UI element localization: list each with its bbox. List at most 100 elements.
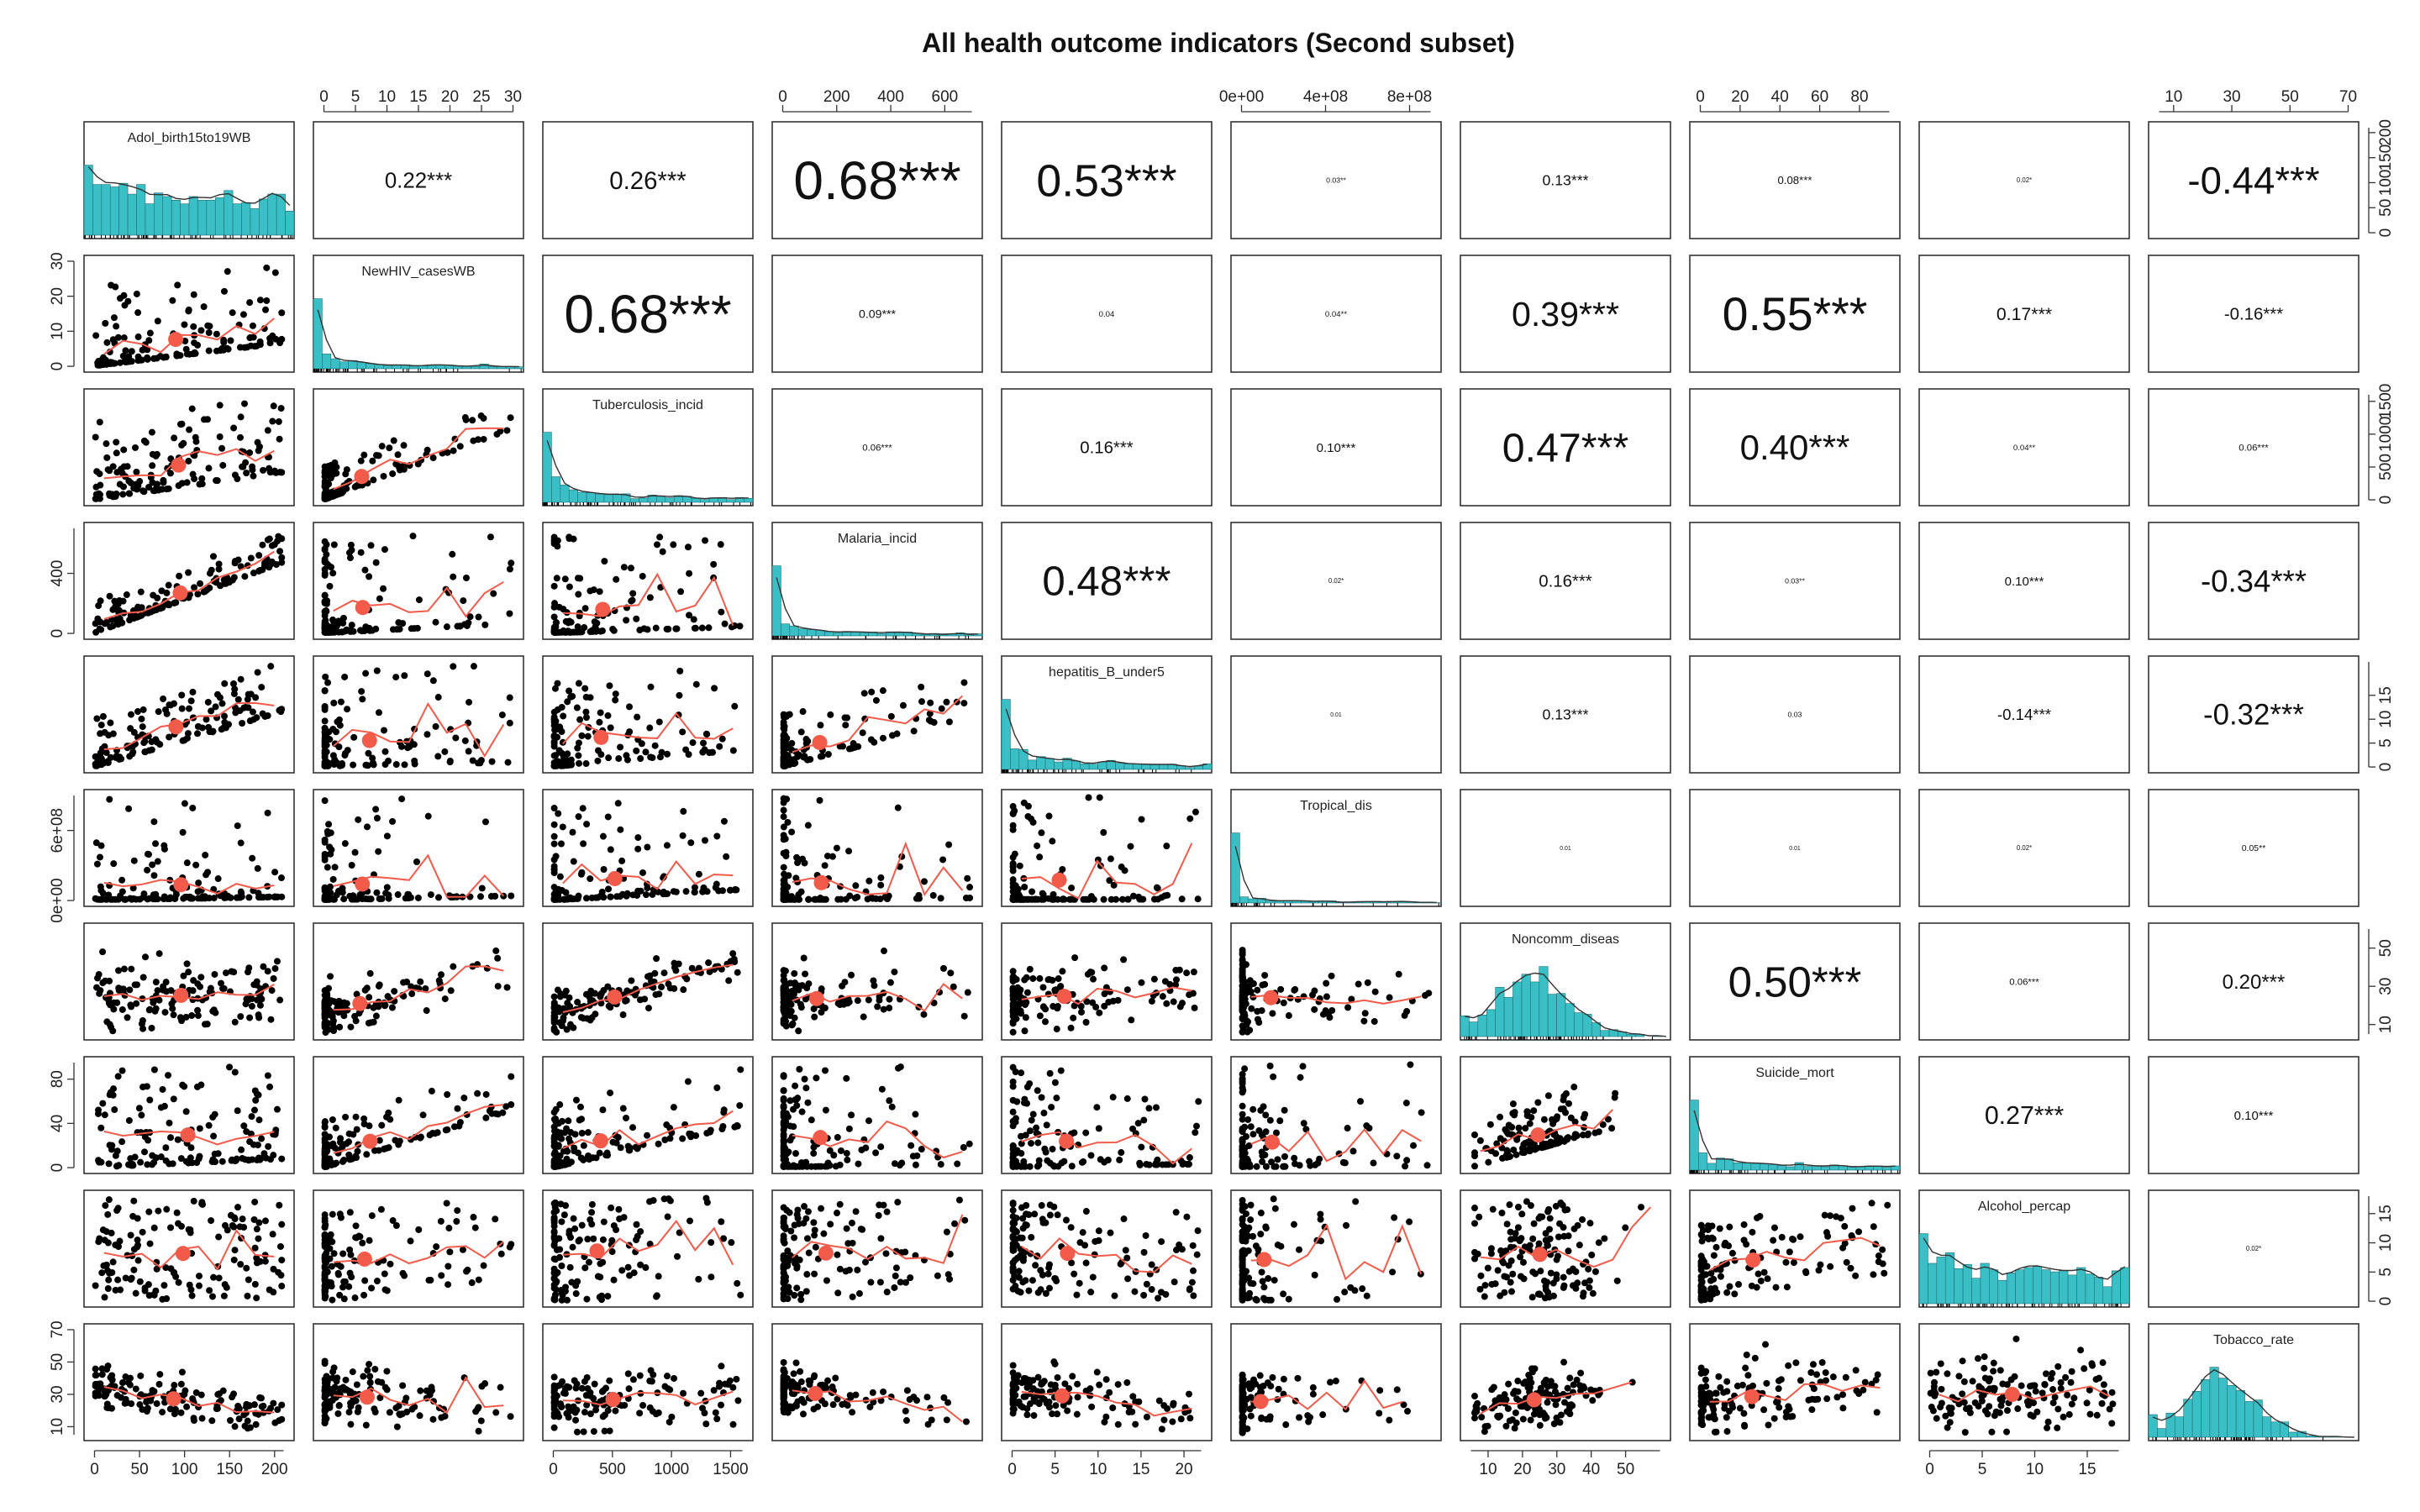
correlation-label: 0.68*** xyxy=(793,150,960,211)
scatter-point xyxy=(686,612,693,619)
scatter-point xyxy=(469,417,476,424)
scatter-point xyxy=(118,888,126,895)
variable-label: Noncomm_diseas xyxy=(1512,932,1619,947)
hist-bar xyxy=(1944,1252,1954,1305)
scatter-point xyxy=(337,1135,345,1142)
scatter-point xyxy=(155,950,163,958)
scatter-point xyxy=(176,421,184,428)
scatter-point xyxy=(152,1154,160,1162)
hist-bar xyxy=(313,298,323,370)
scatter-point xyxy=(627,564,634,572)
scatter-point xyxy=(634,834,642,842)
mean-point xyxy=(172,585,188,601)
density-curve xyxy=(87,166,291,206)
scatter-point xyxy=(278,559,286,566)
panel-r9-c1 xyxy=(313,1323,524,1441)
scatter-point xyxy=(1540,1116,1548,1123)
scatter-point xyxy=(913,1152,921,1159)
scatter-point xyxy=(343,466,350,474)
scatter-point xyxy=(943,698,950,706)
scatter-point xyxy=(1268,1158,1276,1166)
scatter-point xyxy=(229,309,236,317)
scatter-point xyxy=(478,885,486,892)
scatter-point xyxy=(1319,1011,1327,1018)
scatter-point xyxy=(360,1115,368,1122)
scatter-point xyxy=(321,1022,329,1030)
scatter-point xyxy=(781,1017,789,1025)
scatter-point xyxy=(582,895,590,902)
hist-bar xyxy=(2183,1399,2193,1438)
scatter-point xyxy=(854,997,861,1005)
scatter-point xyxy=(550,821,558,828)
scatter-point xyxy=(398,743,406,750)
scatter-point xyxy=(556,761,564,769)
scatter-point xyxy=(642,748,650,756)
scatter-point xyxy=(617,1144,624,1152)
scatter-point xyxy=(429,677,437,685)
scatter-point xyxy=(321,490,329,497)
scatter-point xyxy=(1123,986,1131,994)
scatter-point xyxy=(221,680,229,687)
scatter-point xyxy=(1300,1120,1307,1127)
scatter-point xyxy=(138,1020,145,1027)
scatter-point xyxy=(324,864,331,871)
scatter-point xyxy=(566,533,573,541)
scatter-point xyxy=(1249,1105,1257,1113)
scatter-point xyxy=(321,1139,329,1147)
scatter-point xyxy=(331,487,339,495)
scatter-point xyxy=(222,969,229,977)
scatter-point xyxy=(434,894,442,901)
scatter-point xyxy=(94,895,102,903)
scatter-point xyxy=(780,1163,787,1170)
scatter-point xyxy=(353,1126,360,1133)
scatter-point xyxy=(802,970,809,978)
scatter-point xyxy=(340,999,348,1006)
scatter-point xyxy=(576,716,584,723)
correlation-label: 0.06*** xyxy=(2238,443,2269,453)
scatter-point xyxy=(1239,1152,1246,1160)
scatter-point xyxy=(912,1161,919,1168)
hist-bar xyxy=(551,476,561,503)
scatter-point xyxy=(107,719,114,727)
scatter-point xyxy=(150,818,158,826)
scatter-point xyxy=(113,490,120,497)
variable-label: Suicide_mort xyxy=(1755,1066,1834,1080)
scatter-point xyxy=(233,894,240,901)
scatter-point xyxy=(204,698,212,706)
scatter-point xyxy=(786,1137,794,1144)
scatter-point xyxy=(564,1147,571,1155)
scatter-point xyxy=(354,1147,361,1155)
scatter-point xyxy=(466,698,473,706)
scatter-point xyxy=(92,839,100,847)
scatter-point xyxy=(780,1156,787,1163)
scatter-point xyxy=(1253,1163,1260,1170)
scatter-point xyxy=(129,895,137,902)
hist-bar xyxy=(577,491,587,503)
scatter-point xyxy=(1299,1063,1307,1070)
scatter-point xyxy=(323,889,330,896)
scatter-point xyxy=(97,883,104,890)
hist-bar xyxy=(109,186,119,236)
hist-bar xyxy=(964,634,974,637)
scatter-point xyxy=(321,687,329,695)
hist-bar xyxy=(1556,993,1566,1037)
scatter-point xyxy=(449,550,456,558)
scatter-point xyxy=(250,1106,258,1114)
scatter-point xyxy=(432,722,439,730)
scatter-point xyxy=(1009,1028,1017,1036)
scatter-point xyxy=(106,1142,113,1149)
scatter-point xyxy=(1339,1158,1347,1166)
scatter-point xyxy=(551,685,559,692)
panel-r7-c7 xyxy=(1689,1056,1901,1174)
scatter-point xyxy=(122,356,129,364)
scatter-point xyxy=(266,339,274,347)
scatter-point xyxy=(1249,1131,1257,1138)
scatter-point xyxy=(797,888,805,895)
scatter-point xyxy=(1135,893,1143,900)
scatter-point xyxy=(248,1002,255,1010)
scatter-point xyxy=(231,1018,239,1026)
scatter-point xyxy=(369,457,376,465)
scatter-point xyxy=(1029,974,1037,982)
scatter-point xyxy=(347,541,355,549)
scatter-point xyxy=(344,706,351,713)
